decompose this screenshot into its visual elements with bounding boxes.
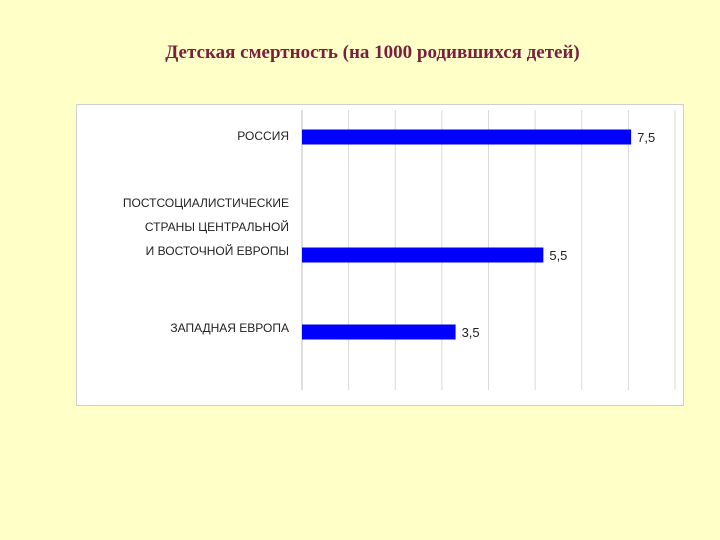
data-label: 5,5 [549, 248, 567, 263]
bar [302, 129, 632, 145]
category-label-line: РОССИЯ [237, 129, 289, 143]
category-label: РОССИЯ [77, 127, 289, 145]
bar [302, 324, 456, 340]
category-label: ПОСТСОЦИАЛИСТИЧЕСКИЕ СТРАНЫ ЦЕНТРАЛЬНОЙ И … [77, 191, 289, 263]
data-label: 7,5 [637, 130, 655, 145]
bar [302, 247, 544, 263]
slide-title: Детская смертность (на 1000 родившихся д… [165, 42, 580, 63]
category-label: ЗАПАДНАЯ ЕВРОПА [77, 319, 289, 337]
category-label-line: И ВОСТОЧНОЙ ЕВРОПЫ [145, 244, 289, 258]
category-label-line: ЗАПАДНАЯ ЕВРОПА [170, 321, 289, 335]
category-label-line: ПОСТСОЦИАЛИСТИЧЕСКИЕ [122, 196, 289, 210]
data-label: 3,5 [462, 325, 480, 340]
bar-chart: 7,5 5,5 3,5 [301, 110, 676, 390]
category-label-line: СТРАНЫ ЦЕНТРАЛЬНОЙ [144, 220, 289, 234]
chart-area: 7,5 5,5 3,5 РОССИЯ ПОСТСОЦИАЛИСТИЧЕСКИЕ СТРА… [76, 104, 684, 406]
